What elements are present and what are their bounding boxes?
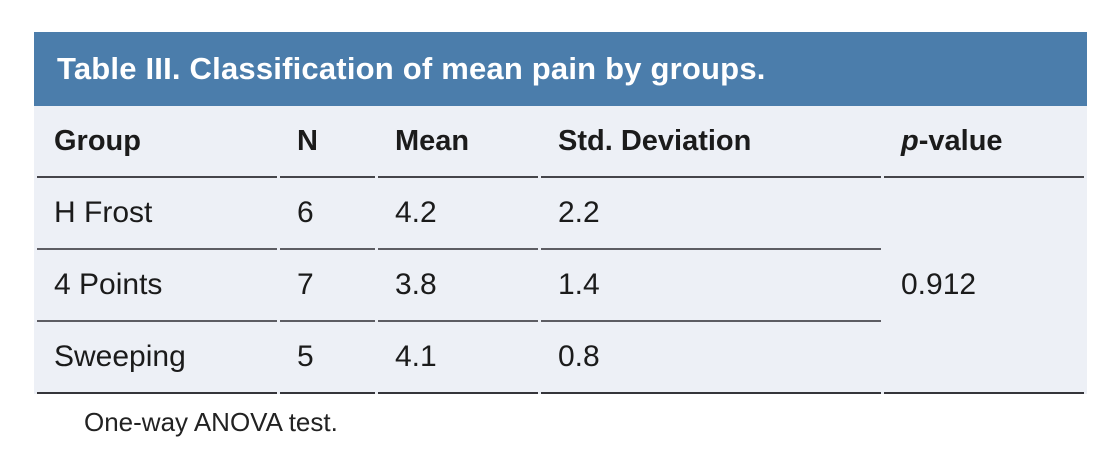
column-header-n: N [280,106,375,178]
cell-group: H Frost [37,178,277,250]
column-header-p-value: p-value [884,106,1084,178]
table-row: Sweeping 5 4.1 0.8 [37,322,1084,394]
cell-mean: 3.8 [378,250,538,322]
cell-std-deviation: 1.4 [541,250,881,322]
cell-std-deviation: 2.2 [541,178,881,250]
table-card: Table III. Classification of mean pain b… [34,32,1087,438]
data-table: Group N Mean Std. Deviation p-value H Fr… [34,106,1087,394]
p-value-header-italic-p: p [901,124,919,157]
cell-mean: 4.2 [378,178,538,250]
cell-n: 5 [280,322,375,394]
p-value-header-rest: -value [918,124,1003,157]
table-row: H Frost 6 4.2 2.2 0.912 [37,178,1084,394]
table-footnote: One-way ANOVA test. [84,407,338,437]
cell-group: Sweeping [37,322,277,394]
column-header-group: Group [37,106,277,178]
cell-n: 6 [280,178,375,250]
cell-mean: 4.1 [378,322,538,394]
cell-std-deviation: 0.8 [541,322,881,394]
cell-p-value: 0.912 [884,178,1084,394]
column-header-mean: Mean [378,106,538,178]
table-header-row: Group N Mean Std. Deviation p-value [37,106,1084,178]
table-title-bar: Table III. Classification of mean pain b… [34,32,1087,106]
column-header-std-deviation: Std. Deviation [541,106,881,178]
cell-n: 7 [280,250,375,322]
cell-group: 4 Points [37,250,277,322]
table-row: 4 Points 7 3.8 1.4 [37,250,1084,322]
table-title: Table III. Classification of mean pain b… [57,51,766,86]
